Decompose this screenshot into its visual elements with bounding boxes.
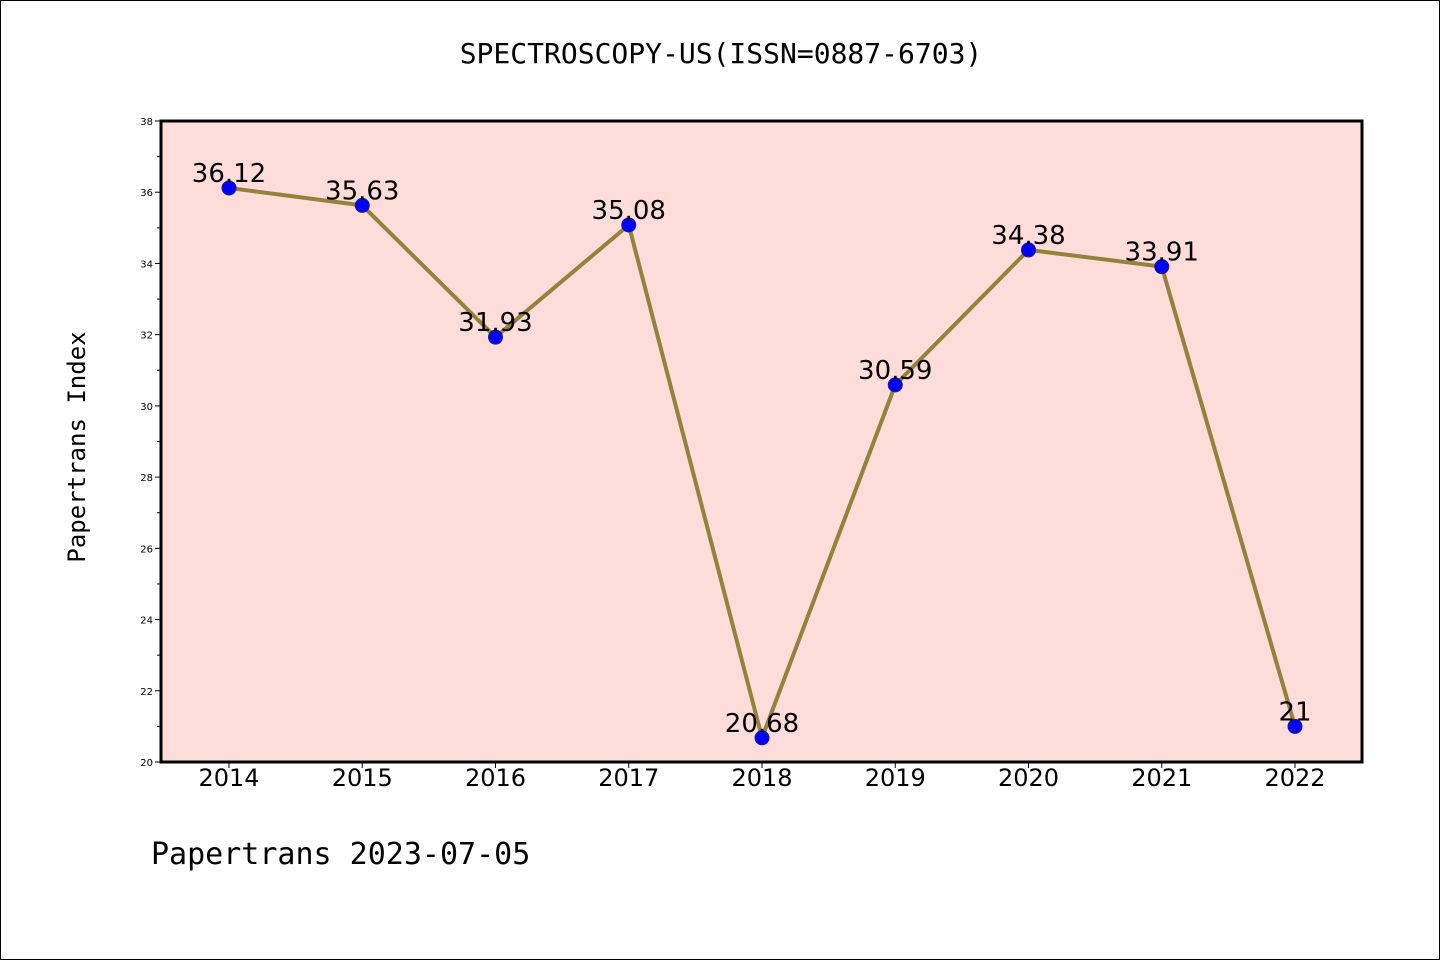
data-label: 20.68 [725,709,799,739]
y-tick-label: 22 [140,687,153,698]
data-label: 31.93 [458,308,532,338]
y-tick-label: 28 [140,473,153,484]
x-tick-label: 2021 [1131,764,1192,792]
y-tick-label: 24 [140,616,153,627]
data-point [1154,259,1170,275]
data-label: 35.63 [325,176,399,206]
data-point [1287,718,1303,734]
data-point [488,329,503,345]
data-point [1021,242,1036,258]
data-point [221,180,237,196]
footer-text: Papertrans 2023-07-05 [151,837,531,872]
y-tick-label: 32 [140,331,153,342]
data-point [621,217,637,233]
data-point [887,377,903,393]
data-label: 35.08 [592,196,666,226]
y-tick-label: 34 [140,259,153,270]
y-tick-label: 36 [140,188,153,199]
x-tick-label: 2020 [998,764,1059,792]
data-label: 36.12 [192,159,266,189]
data-label: 33.91 [1125,238,1199,268]
x-tick-label: 2016 [465,764,526,792]
y-tick-label: 38 [140,117,153,128]
x-tick-label: 2022 [1264,764,1325,792]
x-tick-label: 2017 [598,764,659,792]
plot-area [161,121,1362,762]
x-tick-label: 2019 [865,764,926,792]
data-label: 30.59 [858,356,932,386]
y-tick-label: 20 [140,758,153,769]
y-tick-label: 26 [140,544,153,555]
data-point [754,730,770,746]
x-tick-label: 2018 [731,764,792,792]
x-tick-label: 2014 [198,764,259,792]
chart-title: SPECTROSCOPY-US(ISSN=0887-6703) [459,37,983,70]
x-tick-label: 2015 [332,764,393,792]
data-point [354,197,370,213]
data-label: 34.38 [991,221,1065,251]
data-label: 21 [1278,697,1311,727]
y-tick-label: 30 [140,402,153,413]
